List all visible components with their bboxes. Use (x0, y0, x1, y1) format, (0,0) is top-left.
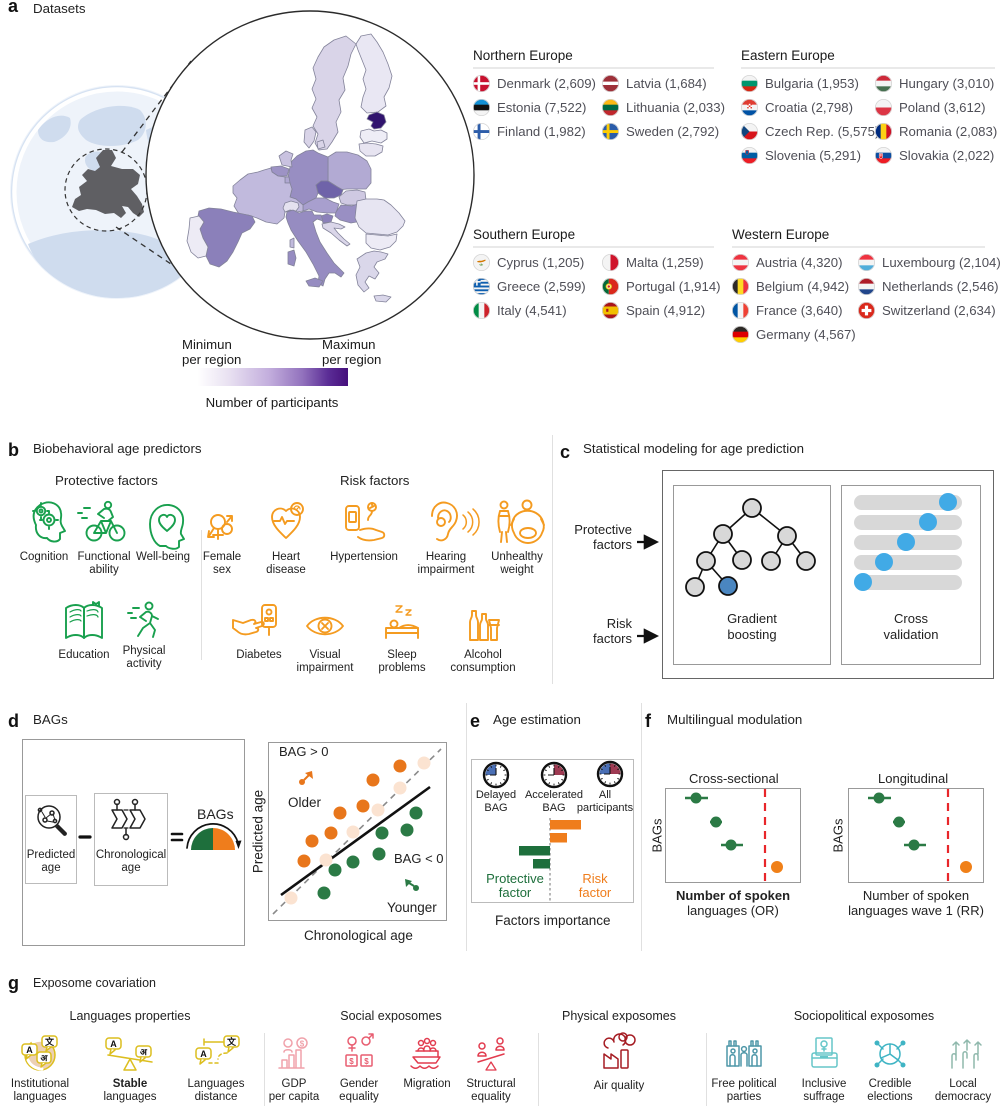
svg-text:A: A (26, 1045, 33, 1055)
svg-text:$: $ (349, 1057, 354, 1066)
svg-text:文: 文 (44, 1036, 55, 1047)
svg-text:文: 文 (226, 1036, 237, 1047)
svg-text:A: A (200, 1049, 207, 1059)
svg-text:अ: अ (41, 1053, 49, 1063)
svg-text:$: $ (364, 1057, 369, 1066)
svg-text:A: A (110, 1039, 117, 1049)
svg-text:$: $ (300, 1040, 305, 1049)
svg-text:अ: अ (140, 1047, 148, 1057)
